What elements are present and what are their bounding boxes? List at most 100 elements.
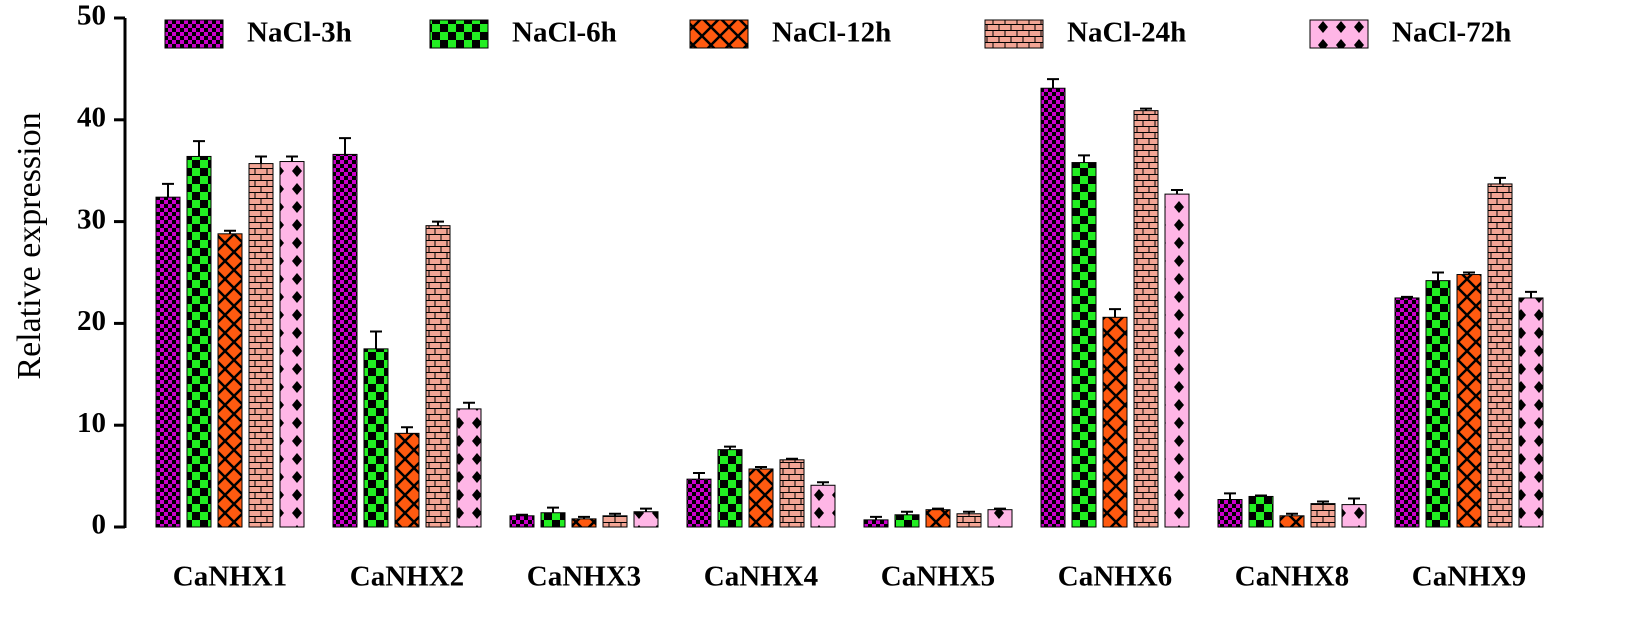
error-bar (932, 507, 944, 510)
legend-label: NaCl-3h (247, 17, 352, 49)
error-bar (339, 137, 351, 155)
error-bar (162, 182, 174, 198)
error-bar (994, 507, 1006, 510)
error-bar (1432, 271, 1444, 281)
error-bar (224, 229, 236, 234)
bar (248, 163, 274, 528)
bar (1394, 297, 1420, 528)
error-bar (901, 510, 913, 515)
error-bar (463, 401, 475, 409)
error-bar (1078, 154, 1090, 163)
bar (571, 518, 597, 528)
y-tick-label: 50 (77, 0, 106, 32)
legend-label: NaCl-24h (1067, 17, 1186, 49)
error-bar (578, 515, 590, 519)
bar (956, 513, 982, 528)
error-bar (609, 512, 621, 516)
bar (509, 515, 535, 528)
bar (717, 449, 743, 528)
bar (1425, 280, 1451, 528)
y-tick-label: 0 (92, 509, 107, 541)
x-tick-label: CaNHX9 (1412, 561, 1526, 593)
x-tick-label: CaNHX4 (704, 561, 818, 593)
x-tick-label: CaNHX5 (881, 561, 995, 593)
error-bar (547, 506, 559, 513)
error-bar (724, 445, 736, 450)
bar (1310, 503, 1336, 528)
bar (1456, 274, 1482, 528)
error-bar (193, 140, 205, 157)
error-bar (1140, 107, 1152, 111)
bar (894, 514, 920, 528)
bar (394, 432, 420, 528)
y-axis-label: Relative expression (11, 112, 48, 379)
x-tick-label: CaNHX3 (527, 561, 641, 593)
error-bar (817, 481, 829, 486)
bar (1518, 297, 1544, 528)
error-bar (693, 472, 705, 480)
legend-swatch (164, 19, 224, 49)
bar (686, 478, 712, 528)
bar (602, 515, 628, 528)
error-bar (1317, 500, 1329, 504)
error-bar (1047, 78, 1059, 89)
error-bar (870, 515, 882, 520)
bar (363, 348, 389, 528)
error-bar (516, 513, 528, 516)
bar (925, 509, 951, 528)
error-bar (1171, 189, 1183, 195)
error-bar (432, 220, 444, 226)
bar (332, 153, 358, 528)
error-bar (255, 155, 267, 164)
y-tick-label: 10 (77, 407, 106, 439)
x-tick-label: CaNHX6 (1058, 561, 1172, 593)
error-bar (1401, 295, 1413, 298)
bar (810, 484, 836, 528)
bar (155, 196, 181, 528)
error-bar (1463, 271, 1475, 275)
legend-swatch (429, 19, 489, 49)
error-bar (1525, 290, 1537, 298)
legend-swatch (984, 19, 1044, 49)
bar (987, 509, 1013, 528)
x-tick-label: CaNHX8 (1235, 561, 1349, 593)
bar (633, 511, 659, 528)
bar (1487, 183, 1513, 528)
legend-swatch (689, 19, 749, 49)
bar (779, 459, 805, 528)
error-bar (286, 155, 298, 162)
legend-label: NaCl-12h (772, 17, 891, 49)
y-tick-label: 20 (77, 305, 106, 337)
legend-swatch (1309, 19, 1369, 49)
bar (217, 233, 243, 528)
bar (1071, 162, 1097, 528)
error-bar (1494, 176, 1506, 184)
x-tick-label: CaNHX2 (350, 561, 464, 593)
error-bar (963, 510, 975, 514)
legend-label: NaCl-72h (1392, 17, 1511, 49)
bar (1279, 515, 1305, 528)
bar (186, 155, 212, 528)
x-tick-label: CaNHX1 (173, 561, 287, 593)
error-bar (786, 457, 798, 460)
bar (1040, 87, 1066, 528)
error-bar (640, 507, 652, 512)
error-bar (755, 465, 767, 469)
bar (748, 468, 774, 528)
bar (279, 161, 305, 528)
bar (863, 519, 889, 528)
bar (540, 512, 566, 528)
bar (456, 408, 482, 528)
error-bar (1224, 492, 1236, 500)
y-tick-label: 30 (77, 203, 106, 235)
error-bar (401, 426, 413, 434)
error-bar (370, 330, 382, 349)
y-tick-label: 40 (77, 101, 106, 133)
bar (1102, 316, 1128, 528)
legend-label: NaCl-6h (512, 17, 617, 49)
bar (1341, 504, 1367, 528)
bar (1217, 499, 1243, 528)
error-bar (1348, 497, 1360, 505)
error-bar (1255, 494, 1267, 497)
